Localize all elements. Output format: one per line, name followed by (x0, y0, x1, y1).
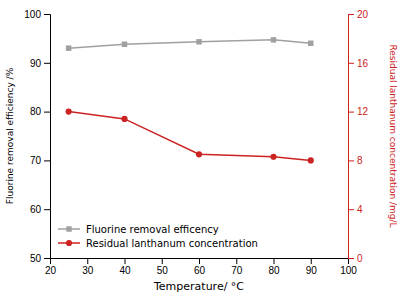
y2-axis-tick: 16 (348, 58, 369, 69)
y2-axis-tick-mark (348, 112, 354, 113)
x-axis-tick: 60 (194, 258, 206, 276)
y-axis-line (44, 15, 51, 259)
x-axis-tick: 70 (231, 258, 243, 276)
y-axis-tick-label: 70 (30, 155, 42, 166)
y-axis-tick: 50 (30, 253, 50, 264)
y2-axis-line (349, 15, 355, 259)
series-marker (122, 42, 127, 47)
x-axis-tick: 100 (340, 258, 357, 276)
x-axis-tick-label: 100 (340, 265, 357, 276)
y2-axis-tick-mark (348, 14, 354, 15)
x-axis-tick-mark (311, 258, 312, 264)
legend-label: Fluorine removal efficency (86, 224, 219, 235)
x-axis-tick-label: 40 (119, 265, 131, 276)
y-axis-tick-mark (44, 14, 50, 15)
y2-axis-tick: 4 (348, 204, 363, 215)
x-axis-tick: 50 (157, 258, 169, 276)
series-marker (66, 45, 71, 50)
y-axis-tick: 80 (30, 106, 50, 117)
x-axis-tick: 80 (268, 258, 280, 276)
y2-axis-tick-label: 16 (357, 58, 369, 69)
plot-area: 2030405060708090100506070809010004812162… (24, 9, 368, 276)
x-axis-tick-mark (236, 258, 237, 264)
y-axis-tick-label: 60 (30, 204, 42, 215)
y2-axis-tick-label: 0 (357, 253, 363, 264)
y2-axis-tick-mark (348, 258, 354, 259)
x-axis-line (51, 259, 349, 265)
y2-axis-tick-label: 8 (357, 155, 363, 166)
series-line (69, 112, 311, 161)
legend-marker (66, 240, 72, 246)
y-axis-tick-mark (44, 112, 50, 113)
series-marker (271, 37, 276, 42)
x-axis-tick-label: 70 (231, 265, 243, 276)
x-axis-tick-label: 20 (45, 265, 57, 276)
y2-axis-tick: 20 (348, 9, 369, 20)
y-axis-title: Fluorine removal efficiency /% (5, 67, 15, 204)
y-axis-tick: 70 (30, 155, 50, 166)
y-axis-tick-mark (44, 63, 50, 64)
x-axis-tick-mark (274, 258, 275, 264)
y-axis-tick-mark (44, 258, 50, 259)
x-axis-tick-label: 80 (268, 265, 280, 276)
x-axis-tick: 40 (119, 258, 131, 276)
x-axis-title: Temperature/ °C (153, 280, 244, 293)
x-axis-tick-mark (125, 258, 126, 264)
y2-axis-tick-mark (348, 63, 354, 64)
x-axis-tick: 30 (82, 258, 94, 276)
y-axis-tick: 90 (30, 58, 50, 69)
x-axis: 20 30 40 50 60 70 80 90 100 (45, 258, 357, 276)
y-axis-tick-label: 50 (30, 253, 42, 264)
legend-label: Residual lanthanum concentration (86, 238, 258, 249)
x-axis-tick: 20 (45, 258, 57, 276)
x-axis-tick-mark (162, 258, 163, 264)
y2-axis-tick: 8 (348, 155, 363, 166)
legend-marker (66, 226, 71, 231)
x-axis-tick-label: 90 (306, 265, 318, 276)
series-marker (270, 154, 276, 160)
series-marker (121, 116, 127, 122)
legend-item: Fluorine removal efficency (58, 224, 219, 235)
y-axis-tick: 100 (24, 9, 50, 20)
y-axis-tick-mark (44, 160, 50, 161)
series-marker (308, 41, 313, 46)
y-axis-tick: 60 (30, 204, 50, 215)
y-axis-tick-label: 100 (24, 9, 41, 20)
y-axis: 50 60 70 80 90 100 (24, 9, 50, 264)
marks (66, 37, 314, 163)
series-marker (66, 109, 72, 115)
x-axis-tick-label: 30 (82, 265, 94, 276)
y2-axis-tick-label: 20 (357, 9, 369, 20)
y-axis-tick-mark (44, 209, 50, 210)
y2-axis-tick-mark (348, 209, 354, 210)
y2-axis-tick: 12 (348, 106, 369, 117)
x-axis-tick-mark (199, 258, 200, 264)
series-marker (196, 151, 202, 157)
series-marker (196, 39, 201, 44)
series-marker (308, 157, 314, 163)
y-axis-tick-label: 80 (30, 106, 42, 117)
x-axis-tick-label: 60 (194, 265, 206, 276)
y2-axis-tick-label: 12 (357, 106, 369, 117)
y2-axis: 0 4 8 12 16 20 (348, 9, 369, 264)
y2-axis-tick-label: 4 (357, 204, 363, 215)
x-axis-tick-label: 50 (157, 265, 169, 276)
y-axis-tick-label: 90 (30, 58, 42, 69)
chart: 2030405060708090100506070809010004812162… (0, 0, 400, 298)
y2-axis-tick: 0 (348, 253, 363, 264)
y2-axis-title: Residual lanthanum concentration /mg/L (388, 44, 398, 227)
legend-item: Residual lanthanum concentration (58, 238, 258, 249)
y2-axis-tick-mark (348, 160, 354, 161)
x-axis-tick-mark (87, 258, 88, 264)
legend: Fluorine removal efficency Residual lanth… (58, 224, 258, 249)
x-axis-tick: 90 (306, 258, 318, 276)
